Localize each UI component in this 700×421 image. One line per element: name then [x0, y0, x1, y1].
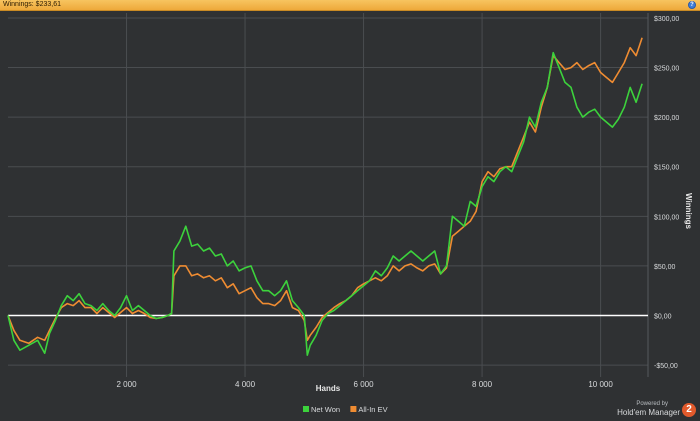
- grid: [8, 13, 649, 377]
- branding: Powered by Hold'em Manager 2: [606, 401, 696, 419]
- y-tick-label: $250,00: [654, 66, 679, 73]
- help-icon[interactable]: ?: [688, 1, 696, 9]
- legend-label: All-In EV: [358, 405, 387, 414]
- x-tick-label: 10 000: [588, 380, 613, 389]
- y-axis-label: Winnings: [684, 193, 693, 229]
- y-tick-label: $150,00: [654, 165, 679, 172]
- y-tick-label: $50,00: [654, 264, 676, 271]
- x-tick-label: 2 000: [117, 380, 138, 389]
- product-name: Hold'em Manager: [617, 408, 680, 417]
- y-tick-label: -$50,00: [654, 363, 678, 370]
- powered-by-text: Powered by: [636, 401, 668, 407]
- x-tick-label: 6 000: [354, 380, 375, 389]
- y-tick-label: $200,00: [654, 115, 679, 122]
- title-bar: Winnings: $233,61 ?: [0, 0, 700, 11]
- series-line-all-in-ev: [7, 37, 643, 345]
- holdem-manager-logo: 2: [682, 403, 696, 417]
- winnings-chart: 2 000 4 000 6 000 8 000 10 000 -$50,00 $0,00 $5…: [0, 11, 700, 421]
- legend: Net Won All-In EV: [303, 405, 388, 414]
- y-tick-label: $300,00: [654, 16, 679, 23]
- y-tick-label: $100,00: [654, 214, 679, 221]
- y-tick-label: $0,00: [654, 314, 672, 321]
- x-axis-label: Hands: [316, 384, 341, 393]
- window-title: Winnings: $233,61: [3, 1, 61, 8]
- legend-swatch: [303, 406, 309, 412]
- series-layer: [7, 37, 643, 356]
- x-tick-label: 4 000: [235, 380, 256, 389]
- series-line-net-won: [7, 51, 643, 356]
- x-tick-label: 8 000: [472, 380, 493, 389]
- tick-labels: 2 000 4 000 6 000 8 000 10 000 -$50,00 $0,00 $5…: [117, 16, 680, 389]
- legend-swatch: [350, 406, 357, 412]
- legend-label: Net Won: [311, 405, 340, 414]
